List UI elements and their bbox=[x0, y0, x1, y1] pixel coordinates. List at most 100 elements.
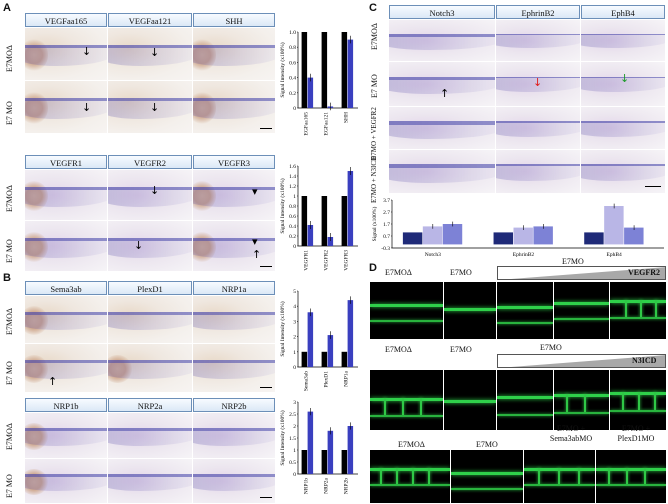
y-tick-label: 0.7 bbox=[383, 234, 390, 240]
fluor-image bbox=[610, 370, 666, 430]
fluor-image bbox=[444, 370, 496, 430]
arrowhead-icon: ▾ bbox=[252, 235, 258, 248]
y-tick-label: 1.4 bbox=[289, 174, 296, 180]
ish-image bbox=[108, 459, 192, 503]
x-tick-label: VEGFaa165 bbox=[304, 112, 310, 136]
y-tick-label: 1 bbox=[293, 194, 296, 200]
row-label-mo: E7 MO bbox=[370, 74, 379, 98]
ish-image bbox=[496, 107, 580, 149]
y-tick-label: 3.7 bbox=[383, 198, 390, 204]
d-label: E7MO bbox=[450, 268, 472, 277]
ish-image bbox=[581, 20, 665, 61]
header-nrp1a: NRP1a bbox=[193, 281, 275, 295]
header-ephrinb2: EphrinB2 bbox=[496, 5, 580, 19]
x-tick-label: NRP2a bbox=[324, 477, 330, 493]
bar bbox=[347, 171, 354, 246]
y-axis-label: Signal Intensity (x100%) bbox=[279, 42, 286, 97]
d-label: E7MO + Sema3abMO bbox=[549, 424, 593, 443]
arrow-down-icon: ↓ bbox=[150, 46, 160, 59]
panel-letter-c: C bbox=[369, 2, 377, 14]
x-tick-label: NRP1a bbox=[344, 370, 350, 386]
x-tick-label: VEGFR2 bbox=[324, 250, 330, 271]
ish-image bbox=[193, 459, 275, 503]
x-tick-label: PlexD1 bbox=[324, 371, 330, 388]
d-label: E7MO bbox=[450, 345, 472, 354]
ramp-triangle bbox=[511, 267, 665, 279]
fluor-image bbox=[596, 450, 666, 503]
d-label: E7MOΔ bbox=[385, 345, 412, 354]
ish-image bbox=[496, 150, 580, 193]
y-tick-label: 2.5 bbox=[289, 412, 296, 418]
fluor-image bbox=[370, 450, 450, 503]
ish-image bbox=[25, 170, 107, 220]
y-tick-label: 3 bbox=[293, 319, 296, 325]
bar bbox=[347, 300, 354, 367]
bar bbox=[347, 39, 354, 108]
header-vegfr3: VEGFR3 bbox=[193, 155, 275, 169]
ish-image bbox=[193, 344, 275, 392]
ish-image bbox=[25, 296, 107, 343]
ish-image bbox=[25, 221, 107, 271]
arrow-down-icon: ↓ bbox=[533, 76, 543, 89]
ramp-label: N3ICD bbox=[632, 356, 657, 365]
ish-image bbox=[581, 62, 665, 106]
ish-image bbox=[108, 170, 192, 220]
x-tick-label: NRP2b bbox=[344, 478, 350, 494]
y-tick-label: 0.2 bbox=[289, 234, 296, 240]
bar bbox=[307, 411, 314, 474]
y-tick-label: 1.0 bbox=[289, 30, 296, 36]
ramp-triangle bbox=[511, 355, 665, 367]
header-vegfr1: VEGFR1 bbox=[25, 155, 107, 169]
bar bbox=[533, 226, 553, 245]
ish-image bbox=[108, 81, 192, 133]
ish-image bbox=[389, 62, 495, 106]
a2-bar-chart: Signal Intensity (x100%) 0 0.2 0.4 0.6 0.8 1 1.… bbox=[279, 164, 358, 271]
y-tick-label: 1.2 bbox=[289, 184, 296, 190]
ish-image bbox=[108, 413, 192, 458]
ish-image bbox=[389, 150, 495, 193]
y-tick-label: 0 bbox=[293, 244, 296, 250]
arrow-down-icon: ↓ bbox=[620, 72, 630, 85]
row-label-control: E7MOΔ bbox=[5, 45, 14, 72]
bar bbox=[341, 32, 348, 108]
x-tick-label: EphrinB2 bbox=[513, 252, 535, 258]
y-tick-label: 3 bbox=[293, 400, 296, 406]
bar bbox=[341, 351, 348, 367]
x-tick-label: EphB4 bbox=[606, 252, 622, 258]
y-tick-label: 0.4 bbox=[289, 224, 296, 230]
y-tick-label: 1.7 bbox=[383, 222, 390, 228]
vegfr2-gradient-ramp bbox=[497, 266, 666, 280]
y-tick-label: 1.6 bbox=[289, 164, 296, 170]
ish-image bbox=[193, 81, 275, 133]
d-label: E7MOΔ bbox=[398, 440, 425, 449]
fluor-image bbox=[497, 370, 553, 430]
ish-image bbox=[193, 296, 275, 343]
d-label: E7MOΔ bbox=[385, 268, 412, 277]
ish-image bbox=[193, 170, 275, 220]
ish-image bbox=[25, 413, 107, 458]
fluor-image bbox=[524, 450, 595, 503]
row-label-mo: E7 MO bbox=[5, 474, 14, 498]
ish-image bbox=[496, 20, 580, 61]
b1-bar-chart: Signal Intensity (x100%) 0 1 2 3 4 5 Sema3ab Ple… bbox=[279, 289, 358, 391]
bar bbox=[341, 450, 348, 474]
bar bbox=[301, 450, 308, 474]
y-axis-label: Signal (x100%) bbox=[371, 206, 378, 241]
row-label-control: E7MOΔ bbox=[5, 423, 14, 450]
d-label: E7MO bbox=[540, 343, 562, 352]
ish-image bbox=[193, 221, 275, 271]
header-vegfaa165: VEGFaa165 bbox=[25, 13, 107, 27]
bar bbox=[493, 232, 513, 245]
ish-image bbox=[389, 20, 495, 61]
header-plexd1: PlexD1 bbox=[108, 281, 192, 295]
panel-letter-d: D bbox=[369, 262, 377, 274]
fluor-image bbox=[554, 370, 609, 430]
bar bbox=[307, 312, 314, 367]
header-nrp1b: NRP1b bbox=[25, 398, 107, 412]
ish-image bbox=[496, 62, 580, 106]
ish-image bbox=[389, 107, 495, 149]
y-tick-label: 2 bbox=[293, 424, 296, 430]
header-vegfaa121: VEGFaa121 bbox=[108, 13, 192, 27]
bar bbox=[327, 237, 334, 246]
bar bbox=[422, 226, 443, 245]
